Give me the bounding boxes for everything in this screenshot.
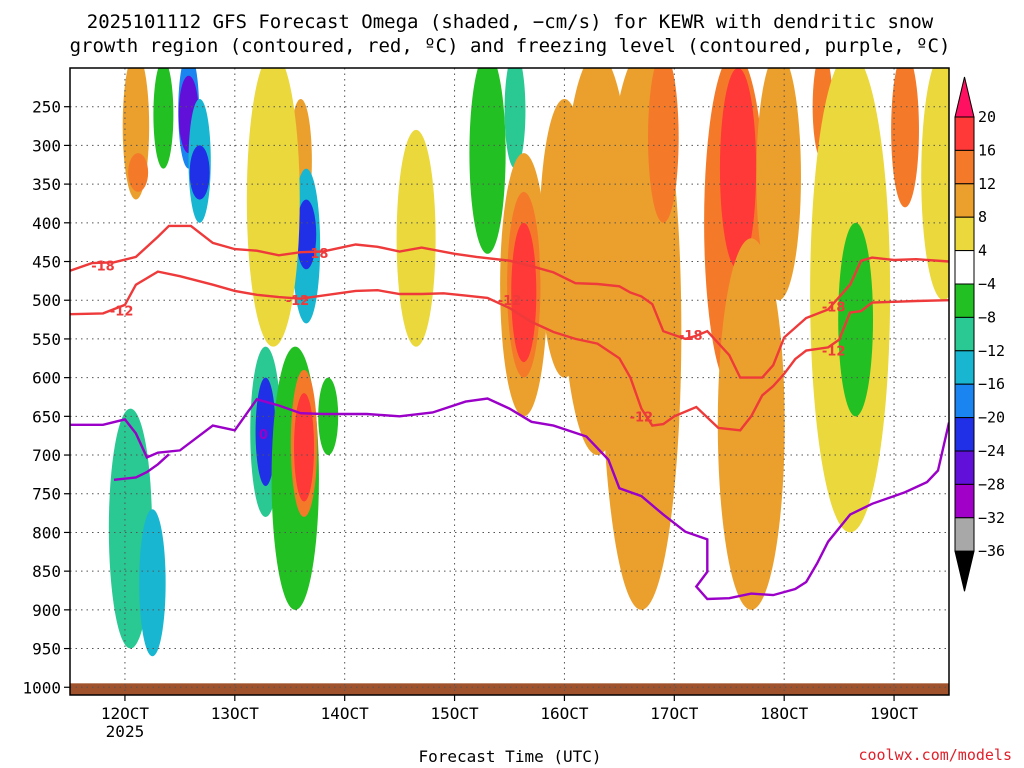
colorbar-segment [954,417,975,452]
y-tick-label: 450 [32,253,61,272]
y-tick-label: 300 [32,136,61,155]
y-tick-label: 550 [32,330,61,349]
credit-link[interactable]: coolwx.com/models [858,746,1012,764]
colorbar-top-arrow [954,76,975,118]
colorbar-label: −24 [978,442,1005,460]
contour-label: 18 [310,247,328,262]
x-tick-label: 16OCT [540,704,589,723]
colorbar-label: −4 [978,275,996,293]
colorbar-label: −32 [978,509,1005,527]
x-tick-label: 13OCT [211,704,260,723]
y-tick-label: 750 [32,485,61,504]
omega-cell [838,222,874,417]
colorbar-label: 20 [978,108,996,126]
x-axis-title: Forecast Time (UTC) [418,747,601,766]
omega-shading [108,68,949,657]
colorbar-segment [954,149,975,185]
omega-cell [504,68,526,169]
contour-label: -12 [286,294,310,309]
colorbar-segment [954,116,975,151]
colorbar-bottom-arrow [954,550,975,592]
y-tick-label: 800 [32,523,61,542]
omega-cell [128,153,149,192]
contour-dgz-minus-18 [70,224,949,379]
contour-label: -18 [822,300,846,315]
omega-cell [396,129,436,347]
x-tick-label: 12OCT [101,704,150,723]
y-tick-label: 1000 [22,678,61,697]
y-tick-label: 850 [32,562,61,581]
y-tick-label: 600 [32,369,61,388]
contour-label: -12 [498,294,522,309]
x-tick-year-label: 2025 [106,722,145,741]
omega-cell [294,393,315,502]
omega-cell [717,238,785,610]
colorbar-label: 8 [978,208,987,226]
contour-label: 0 [259,428,268,443]
omega-cell [891,68,919,208]
colorbar-label: −36 [978,542,1005,560]
omega-cell [469,68,506,254]
omega-cell [318,377,339,456]
contour-dgz-minus-12 [70,270,949,432]
contour-label: -12 [630,410,654,425]
colorbar-label: 16 [978,141,996,159]
grid [70,68,949,695]
omega-cell [153,68,174,169]
colorbar-segment [954,383,975,419]
y-tick-label: 350 [32,175,61,194]
omega-cell [255,377,276,486]
colorbar-label: −8 [978,308,996,326]
colorbar-segment [954,316,975,352]
colorbar-segment [954,216,975,252]
colorbar-segment [954,350,975,385]
colorbar-label: −12 [978,342,1005,360]
omega-cell [756,68,801,301]
y-tick-label: 250 [32,98,61,117]
x-tick-label: 15OCT [430,704,479,723]
x-tick-label: 17OCT [650,704,699,723]
ground-surface [70,683,949,695]
contour-label: -18 [91,259,115,274]
omega-cell [511,222,537,363]
colorbar-label: −28 [978,475,1005,493]
x-tick-label: 14OCT [321,704,370,723]
colorbar-segment [954,483,975,519]
y-tick-label: 700 [32,446,61,465]
contour-label: -18 [679,329,703,344]
axes: 250 300 350 400 450 500 550 600 650 700 750 800 850 9… [22,98,918,741]
omega-cell [246,68,300,347]
colorbar-segment [954,517,975,552]
y-tick-label: 400 [32,214,61,233]
colorbar: 20 16 12 8 4 −4 −8 −12 −16 −20 −24 −28 −32 −36 [954,76,1005,592]
plot-frame [69,67,950,696]
omega-cell [189,145,210,200]
omega-cell [139,509,166,657]
colorbar-segment [954,250,975,285]
colorbar-segment [954,450,975,485]
colorbar-segment [954,283,975,318]
omega-cell [719,68,757,270]
contour-label: -12 [822,345,846,360]
colorbar-segment [954,183,975,218]
y-tick-label: 900 [32,601,61,620]
contour-lines: 0 -18 18 -18 -18 -12 -12 -12 -12 -12 [70,224,949,601]
y-tick-label: 500 [32,291,61,310]
x-tick-label: 19OCT [870,704,919,723]
contour-freezing-level-lower [113,453,170,481]
y-tick-label: 950 [32,640,61,659]
y-tick-label: 650 [32,407,61,426]
x-tick-label: 18OCT [760,704,809,723]
colorbar-label: 4 [978,242,987,260]
chart-title-line-2: growth region (contoured, red, ºC) and f… [70,35,951,57]
contour-freezing-level [70,397,949,601]
omega-cell [648,68,679,223]
colorbar-label: 12 [978,175,996,193]
colorbar-label: −20 [978,409,1005,427]
chart-title-line-1: 2025101112 GFS Forecast Omega (shaded, −… [87,11,934,33]
contour-label: -12 [110,304,134,319]
colorbar-label: −16 [978,375,1005,393]
omega-cell [921,68,949,301]
